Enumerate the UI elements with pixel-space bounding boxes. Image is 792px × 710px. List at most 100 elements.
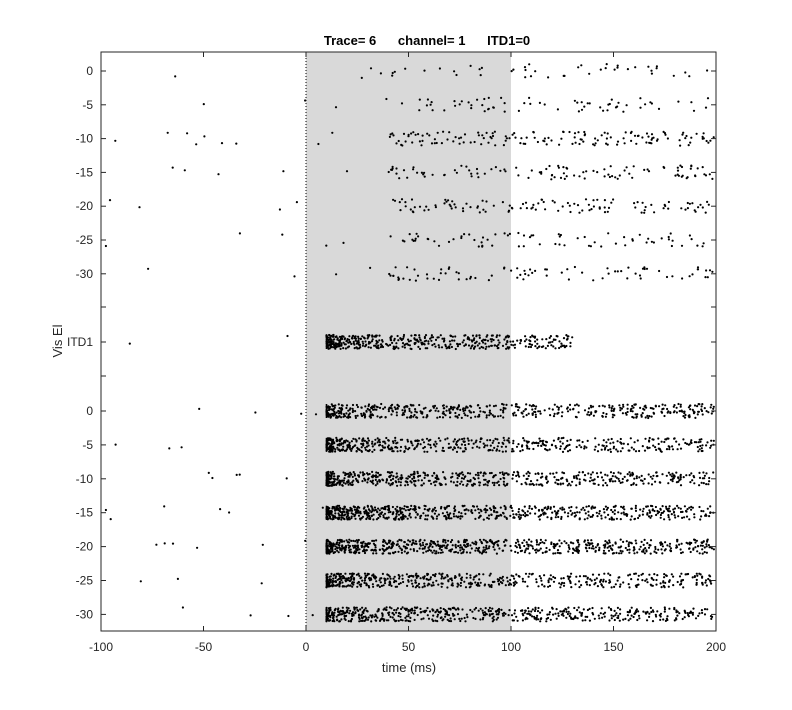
spike-dot [393, 609, 396, 612]
spike-dot [427, 208, 430, 211]
spike-dot [460, 443, 463, 446]
spike-dot [566, 335, 569, 338]
spike-dot [463, 580, 466, 583]
spike-dot [712, 136, 715, 139]
spike-dot [698, 572, 701, 575]
spike-dot [671, 480, 674, 483]
spike-dot [388, 580, 391, 583]
spike-dot [636, 551, 639, 554]
spike-dot [703, 173, 706, 176]
spike-dot [342, 471, 345, 474]
spike-dot [557, 209, 560, 212]
spike-dot [408, 416, 411, 419]
spike-dot [684, 441, 687, 445]
spike-dot [689, 141, 692, 144]
spike-dot [443, 109, 446, 112]
spike-dot [407, 539, 410, 542]
spike-dot [699, 203, 702, 206]
spike-dot [698, 403, 701, 406]
spike-dot [662, 581, 665, 584]
spike-dot [376, 415, 379, 418]
spike-dot [677, 515, 680, 518]
spike-dot [330, 481, 334, 484]
spike-dot [423, 336, 426, 340]
spike-dot [465, 202, 468, 205]
spike-dot [571, 336, 574, 339]
spike-dot [469, 347, 472, 350]
spike-dot [391, 545, 394, 548]
spike-dot [433, 574, 436, 577]
spike-dot [437, 437, 440, 440]
spike-dot [611, 548, 614, 552]
spike-dot [598, 207, 601, 210]
spike-dot [517, 540, 520, 543]
spike-dot [396, 407, 399, 410]
spike-dot [336, 477, 339, 480]
spike-dot [708, 579, 712, 582]
spike-dot [343, 506, 346, 509]
spike-dot [560, 577, 563, 580]
spike-dot [363, 439, 366, 442]
spike-dot [629, 518, 632, 521]
spike-dot [412, 131, 415, 134]
spike-dot [629, 474, 632, 477]
spike-dot [690, 441, 693, 445]
spike-dot [499, 506, 502, 509]
spike-dot [679, 476, 682, 479]
spike-dot [404, 509, 407, 512]
spike-dot [686, 207, 690, 210]
spike-dot [362, 342, 365, 345]
spike-dot [452, 406, 455, 409]
spike-dot [634, 403, 637, 406]
spike-dot [516, 551, 520, 554]
spike-dot [682, 415, 685, 418]
spike-dot [610, 586, 613, 589]
spike-dot [356, 405, 359, 409]
spike-dot [334, 450, 337, 453]
spike-dot [429, 337, 432, 340]
spike-dot [545, 268, 549, 271]
spike-dot [456, 613, 460, 616]
spike-dot [335, 572, 338, 575]
spike-dot [665, 574, 668, 578]
spike-dot [559, 507, 562, 510]
spike-dot [421, 438, 424, 441]
spike-dot [706, 97, 710, 100]
spike-dot [444, 198, 447, 201]
spike-dot [367, 439, 370, 442]
spike-dot [524, 335, 527, 338]
spike-dot [438, 547, 441, 550]
spike-dot [519, 450, 522, 453]
spike-dot [450, 517, 453, 520]
spike-dot [437, 583, 440, 586]
spike-dot [356, 545, 359, 548]
spike-dot [411, 575, 415, 578]
spike-dot [413, 480, 416, 483]
spike-dot [414, 133, 417, 136]
spike-dot [517, 508, 521, 511]
spike-dot [403, 515, 406, 518]
spike-dot [447, 580, 450, 583]
spike-dot [446, 586, 449, 589]
spike-dot [512, 439, 515, 442]
spike-dot [669, 478, 673, 481]
spike-dot [656, 474, 659, 478]
spike-dot [503, 168, 506, 171]
spike-dot [560, 542, 563, 545]
spike-dot [338, 541, 341, 545]
spike-dot [437, 244, 441, 247]
spike-dot [699, 444, 702, 448]
spike-dot [648, 415, 651, 418]
spike-dot [397, 278, 400, 281]
spike-dot [494, 404, 497, 407]
spike-dot [679, 447, 683, 450]
spike-dot [688, 416, 691, 419]
spike-dot [552, 580, 556, 583]
spike-dot [602, 484, 605, 487]
spike-dot [478, 546, 481, 549]
spike-dot [630, 483, 633, 487]
spike-dot [516, 267, 519, 270]
spike-dot [521, 202, 525, 206]
spike-dot [388, 448, 391, 451]
spike-dot [594, 506, 597, 509]
